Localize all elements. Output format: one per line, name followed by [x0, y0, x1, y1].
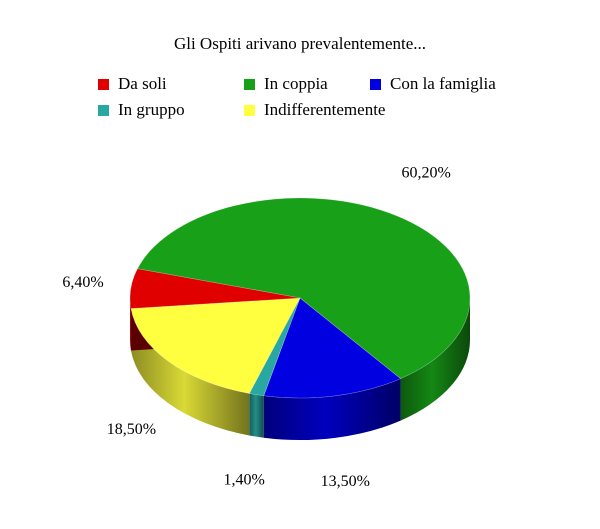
pie-slice-in-coppia [136, 197, 471, 379]
legend-swatch-da-soli [98, 78, 109, 90]
legend-label-con-la-famiglia: Con la famiglia [390, 74, 496, 93]
pie-labels: 60,20% 13,50% 1,40% 18,50% 6,40% [62, 165, 451, 490]
legend-item-in-coppia: In coppia [244, 74, 328, 94]
pie-side-da-soli [130, 298, 131, 351]
legend-swatch-in-coppia [244, 78, 255, 90]
legend-item-con-la-famiglia: Con la famiglia [370, 74, 496, 94]
pie-value-label-con-la-famiglia: 13,50% [321, 473, 370, 490]
pie-side-con-la-famiglia [263, 378, 401, 440]
legend-label-indifferentemente: Indifferentemente [264, 100, 386, 119]
pie-side-in-gruppo [249, 393, 264, 438]
legend-swatch-in-gruppo [98, 104, 109, 116]
pie-side-indifferentemente [130, 308, 250, 436]
pie-slice-con-la-famiglia [263, 297, 402, 399]
pie-value-label-in-coppia: 60,20% [402, 165, 451, 182]
pie-value-label-in-gruppo: 1,40% [224, 471, 265, 488]
legend-swatch-con-la-famiglia [370, 78, 381, 90]
pie-value-label-indifferentemente: 18,50% [107, 421, 156, 438]
legend-item-da-soli: Da soli [98, 74, 167, 94]
legend-label-in-gruppo: In gruppo [118, 100, 185, 119]
pie-slice-da-soli [129, 268, 301, 309]
legend: Da soli In coppia Con la famiglia In gru… [98, 74, 558, 124]
pie-slice-in-gruppo [248, 297, 301, 397]
legend-swatch-indifferentemente [244, 104, 255, 116]
legend-item-in-gruppo: In gruppo [98, 100, 185, 120]
pie-side-in-coppia [400, 298, 470, 421]
chart-title: Gli Ospiti arivano prevalentemente... [173, 34, 427, 53]
legend-item-indifferentemente: Indifferentemente [244, 100, 385, 120]
pie-slice-indifferentemente [130, 297, 301, 394]
legend-label-in-coppia: In coppia [264, 74, 328, 93]
pie-value-label-da-soli: 6,40% [62, 274, 103, 291]
legend-label-da-soli: Da soli [118, 74, 167, 93]
pie-top [129, 197, 471, 399]
